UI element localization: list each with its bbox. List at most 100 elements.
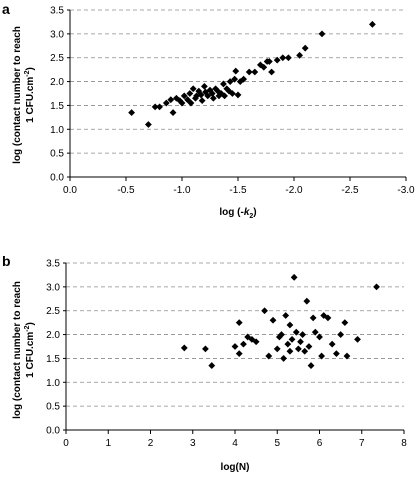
y-axis-label-a-line1: log (contact number to reach	[12, 26, 23, 164]
x-tick-label: 6	[317, 438, 323, 449]
data-point-b	[299, 331, 306, 338]
data-point-b	[337, 331, 345, 338]
data-point-b	[284, 340, 292, 348]
data-point-b	[333, 350, 340, 358]
chart-b: b 0.0 0.5 1.0 1.5 2.0 2.5 3.0 3.5 0 1 2 3 4 5 6 7 8 log…	[2, 253, 407, 473]
data-point-a	[234, 91, 242, 99]
data-point-b	[294, 345, 302, 353]
data-point-b	[286, 347, 294, 355]
data-point-a	[231, 75, 239, 83]
data-point-b	[235, 350, 243, 358]
data-point-b	[235, 319, 243, 327]
x-tick-labels-b: 0 1 2 3 4 5 6 7 8	[63, 430, 407, 449]
data-point-a	[209, 94, 217, 102]
y-tick-label: 1.0	[50, 125, 64, 136]
data-point-b	[269, 316, 277, 324]
x-tick-label: 4	[232, 438, 238, 449]
series-a	[128, 20, 376, 128]
data-point-b	[208, 362, 216, 369]
data-point-a	[204, 92, 212, 100]
data-point-a	[180, 92, 188, 100]
data-point-b	[318, 352, 326, 360]
y-tick-label: 1.0	[46, 378, 60, 389]
x-tick-label: -3.0	[397, 185, 415, 196]
panel-label-b: b	[2, 253, 11, 269]
x-tick-label: 2	[148, 438, 154, 449]
x-tick-label: 5	[274, 438, 280, 449]
data-point-b	[282, 312, 290, 319]
x-tick-labels-a: 0.0 -0.5 -1.0 -1.5 -2.0 -2.5 -3.0	[63, 177, 415, 196]
y-tick-label: 3.5	[46, 259, 60, 270]
panel-label-a: a	[2, 1, 10, 17]
x-tick-label: -1.0	[173, 185, 191, 196]
data-point-b	[303, 297, 311, 305]
data-point-b	[297, 338, 304, 346]
data-point-a	[369, 20, 376, 28]
data-point-a	[301, 44, 309, 52]
data-point-a	[198, 97, 206, 105]
data-point-b	[316, 333, 323, 341]
data-point-b	[290, 273, 298, 281]
data-point-a	[251, 68, 259, 76]
y-tick-label: 0.0	[50, 173, 64, 184]
data-point-a	[197, 91, 205, 99]
y-axis-label-a-line2: 1 CFU.cm-2)	[24, 67, 36, 123]
data-point-a	[156, 103, 163, 111]
y-tick-label: 2.0	[50, 77, 64, 88]
x-tick-label: 8	[401, 438, 407, 449]
data-point-a	[226, 78, 234, 85]
data-point-a	[128, 109, 135, 116]
series-b	[180, 273, 380, 369]
gridlines-b	[66, 262, 404, 407]
data-point-b	[311, 328, 319, 336]
data-point-a	[173, 94, 180, 102]
y-tick-label: 3.5	[50, 6, 64, 17]
data-point-b	[286, 321, 294, 329]
data-point-a	[186, 90, 194, 97]
data-point-b	[261, 307, 268, 315]
data-point-a	[167, 96, 175, 104]
data-point-a	[296, 51, 303, 59]
data-point-a	[240, 75, 247, 83]
chart-a: a 0.0 0.5 1.0 1.5 2.0 2.5 3.0 3.5 0.0 -0.5 -1.0 -1…	[2, 1, 415, 220]
y-tick-label: 1.5	[50, 101, 64, 112]
data-point-a	[265, 58, 273, 65]
data-point-a	[273, 56, 281, 64]
data-point-b	[231, 343, 239, 350]
y-tick-label: 2.0	[46, 330, 60, 341]
data-point-a	[208, 90, 216, 97]
y-axis-label-b-line1: log (contact number to reach	[12, 281, 23, 419]
data-point-b	[273, 345, 281, 353]
y-tick-label: 2.5	[50, 53, 64, 64]
data-point-b	[307, 362, 315, 369]
data-point-a	[285, 54, 292, 62]
data-point-b	[288, 335, 296, 343]
data-point-b	[301, 347, 309, 355]
x-tick-label: 7	[359, 438, 365, 449]
data-point-a	[232, 67, 240, 75]
x-tick-label: -0.5	[117, 185, 135, 196]
data-point-b	[328, 340, 336, 348]
y-tick-labels-a: 0.0 0.5 1.0 1.5 2.0 2.5 3.0 3.5	[50, 6, 70, 184]
data-point-a	[176, 97, 184, 105]
data-point-a	[169, 109, 177, 116]
data-point-a	[214, 87, 222, 95]
data-point-b	[252, 338, 260, 346]
data-point-a	[145, 121, 152, 128]
data-point-b	[280, 355, 287, 362]
data-point-a	[225, 87, 233, 95]
data-point-b	[278, 331, 285, 338]
x-axis-label-a: log (-k2)	[219, 207, 256, 220]
y-tick-label: 3.0	[46, 282, 60, 293]
data-point-b	[341, 319, 349, 327]
data-point-a	[201, 82, 208, 90]
data-point-b	[373, 283, 380, 291]
x-tick-label: 0.0	[63, 185, 77, 196]
x-tick-label: -1.5	[229, 185, 247, 196]
data-point-a	[192, 94, 199, 102]
x-tick-label: 1	[105, 438, 111, 449]
data-point-b	[180, 344, 188, 352]
y-tick-label: 1.5	[46, 354, 60, 365]
data-point-a	[187, 99, 195, 107]
